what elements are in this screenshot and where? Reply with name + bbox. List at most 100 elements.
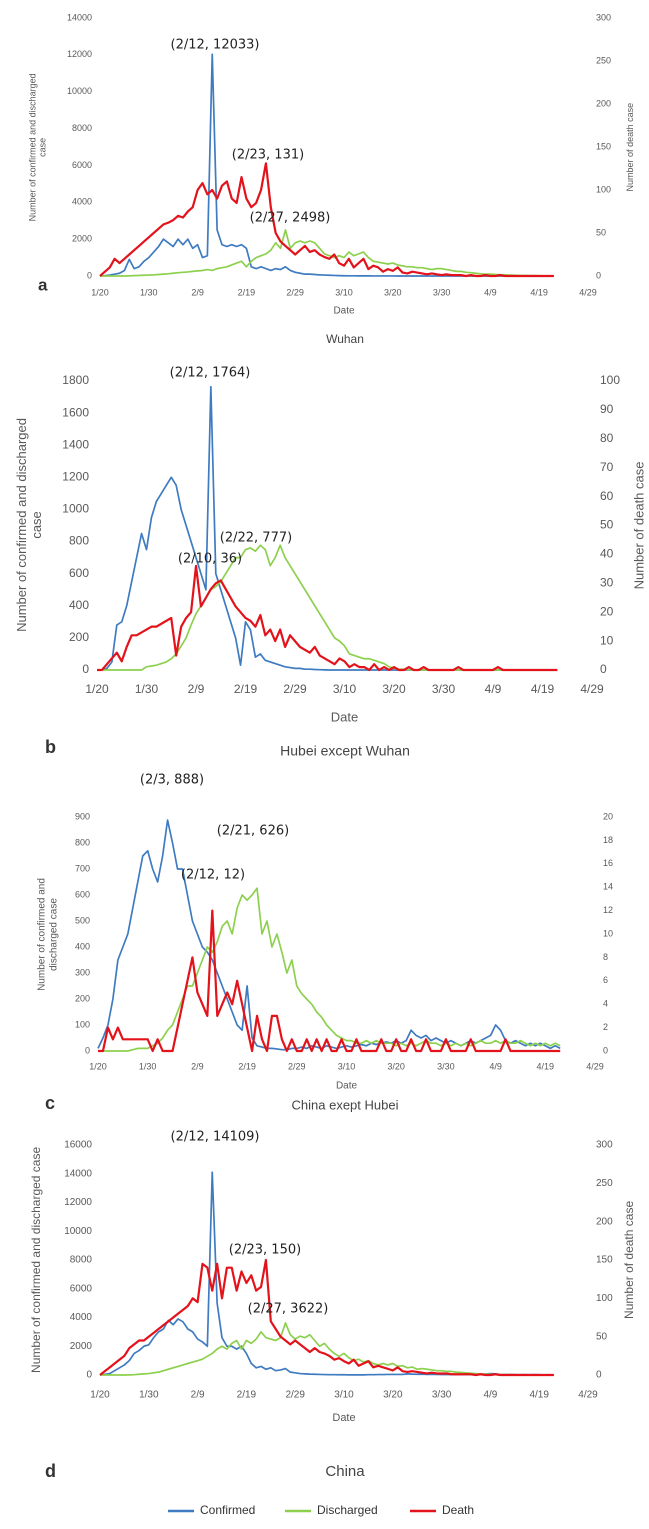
y2-axis-title: Number of death case [624, 102, 635, 192]
y-tick-label: 8000 [70, 1255, 93, 1266]
x-tick-label: 2/9 [191, 1390, 205, 1401]
y-tick-label: 800 [69, 534, 89, 548]
x-tick-label: 4/29 [586, 1061, 604, 1071]
x-tick-label: 4/19 [537, 1061, 555, 1071]
chart-title: China [325, 1463, 365, 1480]
series-line [100, 1322, 554, 1376]
y-tick-label: 200 [69, 630, 89, 644]
x-tick-label: 1/30 [139, 1061, 157, 1071]
y2-tick-label: 10 [603, 928, 613, 938]
y-tick-label: 10000 [67, 86, 92, 96]
y-tick-label: 100 [75, 1019, 90, 1029]
x-tick-label: 2/19 [234, 682, 258, 696]
x-tick-label: 1/20 [91, 287, 109, 297]
x-tick-label: 1/30 [140, 287, 158, 297]
legend-label: Discharged [317, 1503, 378, 1517]
y2-tick-label: 50 [596, 1331, 608, 1342]
y-tick-label: 700 [75, 863, 90, 873]
x-tick-label: 3/30 [437, 1061, 455, 1071]
series-line [98, 909, 561, 1053]
chart-title: China exept Hubei [292, 1097, 399, 1112]
y-tick-label: 1000 [62, 502, 89, 516]
y2-axis-title: Number of death case [631, 461, 647, 589]
y-tick-label: 12000 [67, 49, 92, 59]
x-tick-label: 4/9 [485, 682, 502, 696]
x-tick-label: 4/19 [531, 682, 555, 696]
y-tick-label: 200 [75, 993, 90, 1003]
x-tick-label: 3/30 [432, 1390, 452, 1401]
annotation: (2/23, 150) [229, 1243, 301, 1258]
x-tick-label: 4/9 [489, 1061, 502, 1071]
x-tick-label: 3/10 [335, 287, 353, 297]
annotation: (2/23, 131) [232, 148, 304, 163]
x-tick-label: 2/9 [191, 1061, 204, 1071]
x-tick-label: 2/19 [237, 1390, 257, 1401]
x-tick-label: 2/29 [285, 1390, 305, 1401]
y2-tick-label: 150 [596, 1255, 613, 1266]
y2-tick-label: 200 [596, 98, 611, 108]
annotation: (2/3, 888) [140, 773, 204, 788]
y2-tick-label: 0 [600, 662, 607, 676]
y-tick-label: 400 [75, 941, 90, 951]
y2-tick-label: 80 [600, 431, 614, 445]
y-tick-label: 4000 [70, 1312, 93, 1323]
y-tick-label: 800 [75, 837, 90, 847]
y-tick-label: 0 [85, 1045, 90, 1055]
y2-tick-label: 50 [596, 227, 606, 237]
y2-tick-label: 14 [603, 882, 613, 892]
chart-title: Hubei except Wuhan [280, 743, 410, 759]
y2-tick-label: 30 [600, 575, 614, 589]
y-tick-label: 12000 [64, 1197, 92, 1208]
y2-tick-label: 0 [596, 270, 601, 280]
x-axis-title: Date [336, 1081, 358, 1092]
y2-tick-label: 0 [603, 1045, 608, 1055]
y2-tick-label: 300 [596, 1140, 613, 1151]
series-line [99, 1171, 554, 1376]
y2-tick-label: 60 [600, 489, 614, 503]
annotation: (2/10, 36) [178, 552, 242, 567]
y2-tick-label: 2 [603, 1022, 608, 1032]
legend-label: Confirmed [200, 1503, 255, 1517]
annotation: (2/22, 777) [220, 531, 292, 546]
y-tick-label: 6000 [72, 160, 92, 170]
y-tick-label: 900 [75, 811, 90, 821]
y2-tick-label: 40 [600, 547, 614, 561]
x-axis-title: Date [331, 709, 358, 724]
series-line [99, 1258, 554, 1377]
y-tick-label: 1400 [62, 437, 89, 451]
annotation: (2/12, 12) [181, 868, 245, 883]
y-tick-label: 1200 [62, 470, 89, 484]
y-tick-label: 400 [69, 598, 89, 612]
series-line [97, 385, 558, 671]
x-tick-label: 2/19 [238, 287, 256, 297]
x-tick-label: 3/30 [433, 287, 451, 297]
y-axis-title: Number of confirmed and discharged case [29, 1146, 44, 1373]
panel-label: d [45, 1461, 56, 1481]
x-tick-label: 3/10 [333, 682, 357, 696]
series-line [97, 544, 558, 671]
y-axis-title: Number of confirmed and discharged case [14, 418, 44, 632]
y-tick-label: 8000 [72, 123, 92, 133]
chart-title: Wuhan [326, 332, 364, 346]
y-tick-label: 10000 [64, 1226, 92, 1237]
y-tick-label: 2000 [70, 1341, 93, 1352]
x-tick-label: 1/20 [90, 1390, 110, 1401]
y-tick-label: 0 [82, 662, 89, 676]
y-tick-label: 6000 [70, 1283, 93, 1294]
y-tick-label: 600 [69, 566, 89, 580]
annotation: (2/12, 14109) [171, 1130, 260, 1145]
y2-tick-label: 150 [596, 141, 611, 151]
y2-tick-label: 100 [600, 373, 620, 387]
y2-tick-label: 200 [596, 1216, 613, 1227]
x-tick-label: 3/20 [387, 1061, 405, 1071]
y-tick-label: 300 [75, 967, 90, 977]
x-axis-title: Date [332, 1412, 355, 1424]
y2-tick-label: 6 [603, 975, 608, 985]
annotation: (2/27, 3622) [248, 1302, 329, 1317]
x-tick-label: 2/19 [238, 1061, 256, 1071]
x-tick-label: 2/29 [288, 1061, 306, 1071]
x-tick-label: 4/29 [578, 1390, 598, 1401]
panel-label: c [45, 1093, 55, 1113]
y-tick-label: 0 [86, 1370, 92, 1381]
series-line [99, 53, 554, 277]
